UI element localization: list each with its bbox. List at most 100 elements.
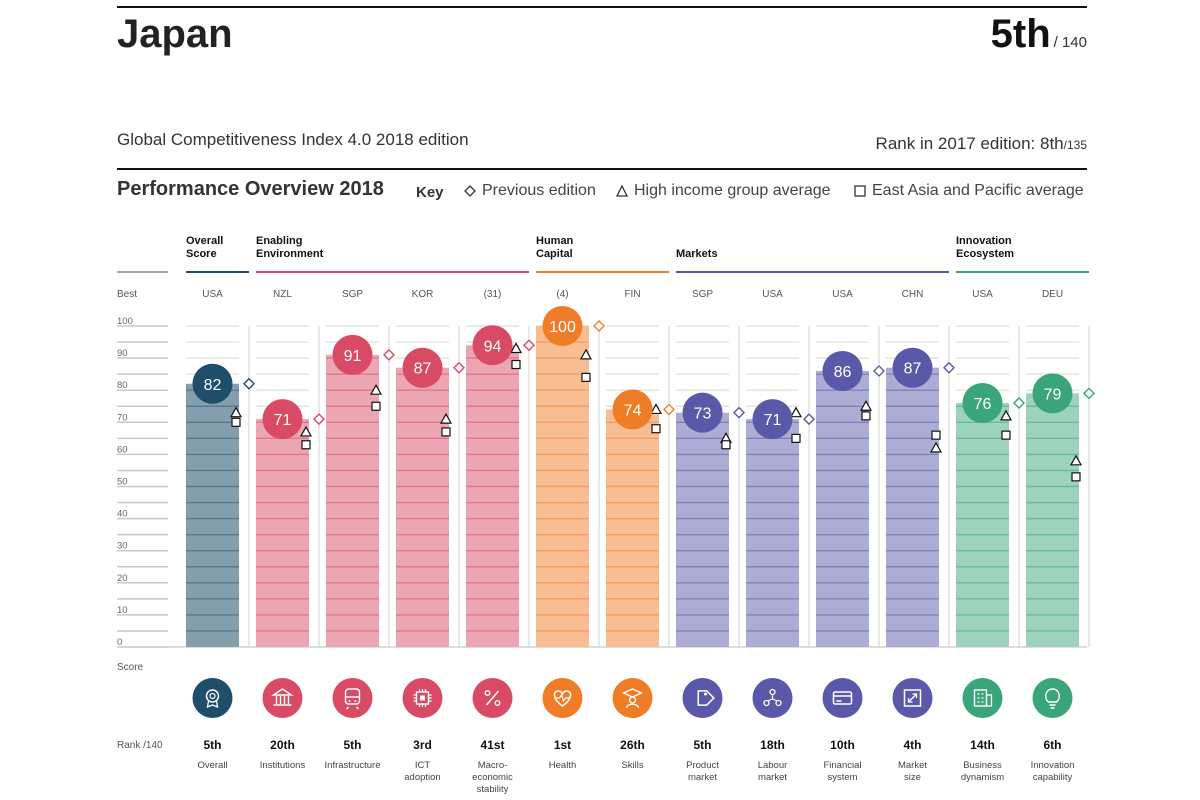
pillar-name-line: Product [686, 760, 719, 771]
pillar-rank: 3rd [413, 738, 432, 752]
pillar-icon [682, 678, 723, 718]
pillar-rank: 14th [970, 738, 995, 752]
best-country: SGP [691, 289, 714, 300]
high-income-marker [1069, 454, 1083, 466]
rank-label: Rank /140 [117, 740, 163, 751]
group-innovation-ecosystem: Innovation Ecosystem [956, 235, 1014, 261]
score-bubble [192, 363, 233, 404]
best-label: Best [117, 289, 138, 300]
score-bubble [752, 399, 793, 440]
pillar-name-line: market [757, 772, 788, 783]
axis-tick-label: 70 [117, 412, 128, 423]
pillar-icon-circle [822, 678, 863, 718]
medal-icon [205, 689, 220, 709]
previous-edition-marker [593, 320, 605, 332]
pillar-icon [1032, 678, 1073, 718]
high-income-marker [579, 348, 593, 360]
group-markets: Markets [676, 248, 718, 261]
pillar-name-line: market [687, 772, 718, 783]
east-asia-marker [371, 401, 381, 411]
high-income-marker [369, 383, 383, 395]
key-label: Key [416, 184, 444, 201]
tag-icon [697, 690, 715, 706]
pillar-name-line: Overall [197, 760, 228, 771]
group-line: Environment [256, 248, 324, 260]
pillar-name-line: stability [476, 784, 509, 795]
index-subtitle: Global Competitiveness Index 4.0 2018 ed… [117, 130, 469, 149]
pillar-name-line: Market [897, 760, 928, 771]
pillar-name-line: Labour [757, 760, 788, 771]
high-income-marker [439, 412, 453, 424]
score-value: 82 [204, 377, 222, 394]
bar [466, 345, 519, 647]
previous-edition-marker [453, 361, 465, 374]
score-value: 71 [764, 412, 782, 429]
group-line: Markets [676, 248, 718, 260]
east-asia-marker [651, 424, 661, 434]
key-previous-edition: Previous edition [464, 182, 596, 200]
east-asia-marker [1071, 472, 1081, 482]
high-income-marker [649, 403, 663, 415]
pillar-rank: 5th [203, 738, 222, 752]
pillar-name: Infrastructure [318, 760, 388, 772]
overall-rank: 5th/ 140 [991, 12, 1087, 57]
group-line: Capital [536, 248, 573, 260]
bar [186, 383, 239, 647]
score-bubble [472, 325, 513, 366]
pillar-rank: 18th [760, 738, 785, 752]
previous-edition-marker [733, 406, 745, 419]
pillar-icon [192, 678, 233, 718]
key-east-asia-label: East Asia and Pacific average [872, 182, 1084, 199]
pillar-rank: 6th [1043, 738, 1062, 752]
score-value: 87 [904, 361, 922, 378]
pillar-name-line: Financial [823, 760, 862, 771]
pillar-name-line: Innovation [1030, 760, 1075, 771]
east-asia-marker [931, 430, 941, 440]
pillar-name: Macro-economic stability [458, 760, 528, 796]
previous-edition-marker [523, 339, 535, 352]
pillar-name-line: ICT [414, 760, 431, 771]
bar [746, 419, 799, 647]
institution-icon [271, 688, 294, 706]
pillar-name: Institutions [248, 760, 318, 772]
pillar-name: ICT adoption [388, 760, 458, 784]
group-line: Human [536, 235, 574, 247]
axis-tick-label: 80 [117, 380, 128, 391]
axis-tick-label: 0 [117, 637, 122, 648]
previous-edition-marker [243, 377, 255, 390]
score-bubble [1032, 373, 1073, 414]
axis-tick-label: 40 [117, 509, 128, 520]
score-bubble [892, 347, 933, 388]
score-value: 74 [624, 402, 642, 419]
country-name: Japan [117, 12, 233, 56]
best-country: SGP [341, 289, 364, 300]
pillar-name: Overall [178, 760, 248, 772]
bar [326, 354, 379, 647]
bar [816, 370, 869, 647]
high-income-marker [299, 425, 313, 437]
axis-tick-label: 20 [117, 573, 128, 584]
axis-tick-label: 100 [117, 316, 133, 327]
score-bubble [332, 334, 373, 375]
key-previous-label: Previous edition [482, 182, 596, 199]
pillar-icon [402, 678, 443, 718]
bar [606, 409, 659, 647]
east-asia-marker [1001, 430, 1011, 440]
group-human-capital: Human Capital [536, 235, 573, 261]
score-bubble [682, 392, 723, 433]
best-country: CHN [901, 289, 924, 300]
pillar-icon [542, 678, 583, 718]
pillar-rank: 5th [343, 738, 362, 752]
previous-edition-marker [313, 413, 325, 426]
group-overall-score: Overall Score [186, 235, 223, 261]
card-icon [832, 691, 853, 705]
pillar-icon [752, 678, 793, 718]
high-income-marker [229, 406, 243, 418]
bar [256, 419, 309, 647]
east-asia-marker [231, 417, 241, 427]
bar [396, 367, 449, 647]
pillar-icon [822, 678, 863, 718]
best-country: (4) [556, 289, 569, 300]
triangle-icon [616, 184, 628, 197]
